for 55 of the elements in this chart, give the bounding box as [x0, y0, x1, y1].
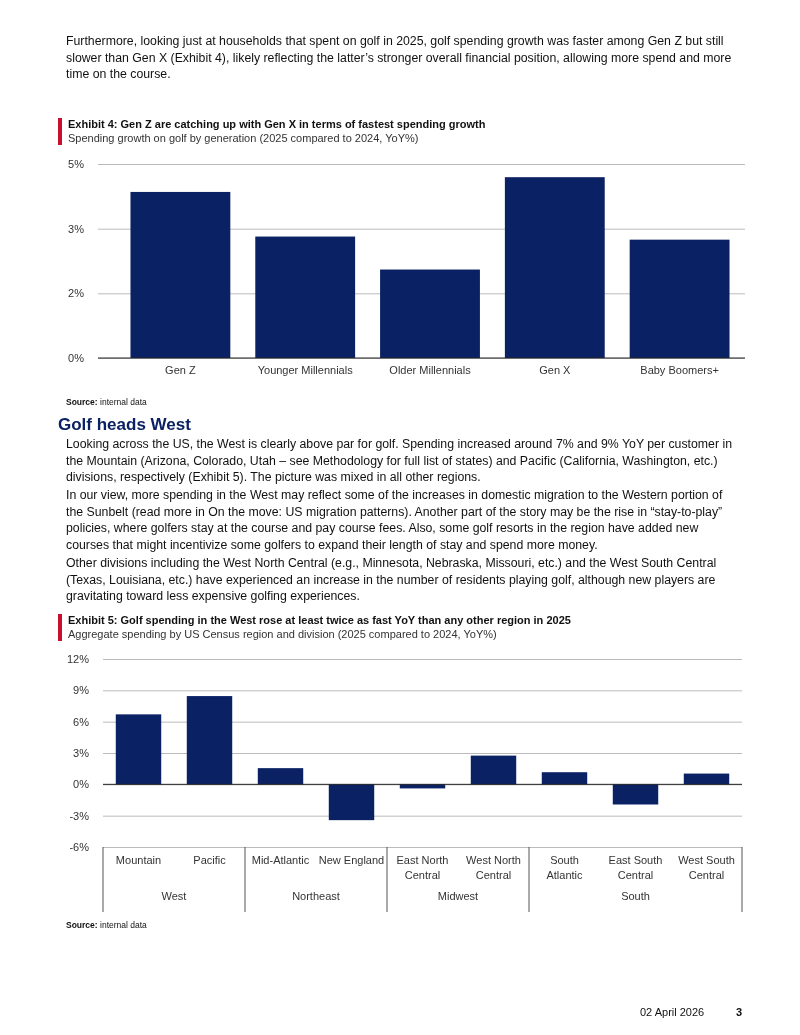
y-tick-label: 5% — [68, 158, 85, 171]
x-tick-label: Baby Boomers+ — [640, 364, 719, 376]
y-tick-label: 3% — [68, 222, 85, 235]
text: Northeast — [292, 890, 340, 902]
text: Golf heads West — [58, 415, 191, 435]
y-tick-label: -6% — [69, 841, 90, 854]
text: Other divisions including the West North Central (e.g., Minnesota, Nebraska, Missouri, etc.) and the West South Central (Texas, Louisiana, etc.) have experienced an increase in the number of residents playing golf, although new players are gravitating toward less expensive golfing experiences. — [66, 555, 718, 605]
bar — [257, 768, 304, 785]
x-tick-label: New England — [318, 854, 385, 866]
y-tick-label: 3% — [73, 747, 90, 760]
bar — [629, 239, 730, 358]
y-tick-label: 0% — [73, 778, 90, 791]
source-note: Source: internal data — [66, 397, 147, 407]
y-tick-label: -3% — [69, 809, 90, 822]
bar — [130, 191, 231, 358]
x-tick-label: Younger Millennials — [257, 364, 354, 376]
x-tick-label: Mid-Atlantic — [251, 854, 310, 866]
x-tick-label: Mountain — [115, 854, 162, 866]
x-tick-label: East South Central — [608, 854, 663, 881]
x-tick-label: West South Central — [678, 854, 735, 881]
bar — [541, 772, 588, 785]
chart-subtitle: Aggregate spending by US Census region and division (2025 compared to 2024, YoY%) — [68, 628, 497, 640]
bar — [186, 696, 233, 785]
chart-title: Exhibit 4: Gen Z are catching up with Gen X in terms of fastest spending growth — [68, 118, 486, 130]
x-tick-label: Older Millennials — [389, 364, 472, 376]
text: Looking across the US, the West is clearly above par for golf. Spending increased around 7% and 9% YoY per customer in the Mountain (Arizona, Colorado, Utah – see Methodology for full list of states) and Pacific (California, Washington, etc.) divisions, respectively (Exhibit 5). The picture was mixed in all other regions. — [66, 436, 734, 486]
text: In our view, more spending in the West may reflect some of the increases in domestic migration to the Western portion of the Sunbelt (read more in On the move: US migration patterns). Another part of the story may be the rise in “stay-to-play” policies, where golfers stay at the course and pay course fees. Also, some golf resorts in the region have added new courses that might incentivize some golfers to expand their length of stay and spend more money. — [66, 487, 724, 553]
x-tick-label: West North Central — [466, 854, 521, 881]
text: Furthermore, looking just at households that spent on golf in 2025, golf spending growth was faster among Gen Z but still slower than Gen X (Exhibit 4), likely reflecting the latter’s stronger overall financial position, allowing more spend and more time on the course. — [66, 33, 733, 83]
text: South — [621, 890, 650, 902]
y-tick-label: 2% — [68, 287, 85, 300]
text: Midwest — [437, 890, 479, 902]
text: West — [161, 890, 187, 902]
y-tick-label: 9% — [73, 684, 90, 697]
x-tick-label: Gen Z — [165, 364, 196, 376]
text: 02 April 2026 — [640, 1006, 705, 1018]
y-tick-label: 6% — [73, 715, 90, 728]
x-tick-label: Gen X — [539, 364, 572, 376]
x-tick-label: East North Central — [396, 854, 449, 881]
y-tick-label: 12% — [66, 653, 90, 666]
x-tick-label: South Atlantic — [546, 854, 584, 881]
chart-subtitle: Spending growth on golf by generation (2025 compared to 2024, YoY%) — [68, 132, 419, 144]
bar — [612, 784, 659, 805]
bar — [380, 269, 480, 358]
bar — [504, 177, 605, 358]
bar — [683, 773, 730, 785]
bar — [255, 236, 356, 358]
bar — [115, 714, 162, 785]
y-tick-label: 0% — [68, 352, 85, 365]
chart-title: Exhibit 5: Golf spending in the West rose at least twice as fast YoY than any other region in 2025 — [68, 614, 571, 626]
text: 3 — [736, 1006, 743, 1018]
bar — [470, 755, 517, 785]
bar — [328, 784, 375, 821]
source-note: Source: internal data — [66, 920, 147, 930]
x-tick-label: Pacific — [193, 854, 227, 866]
